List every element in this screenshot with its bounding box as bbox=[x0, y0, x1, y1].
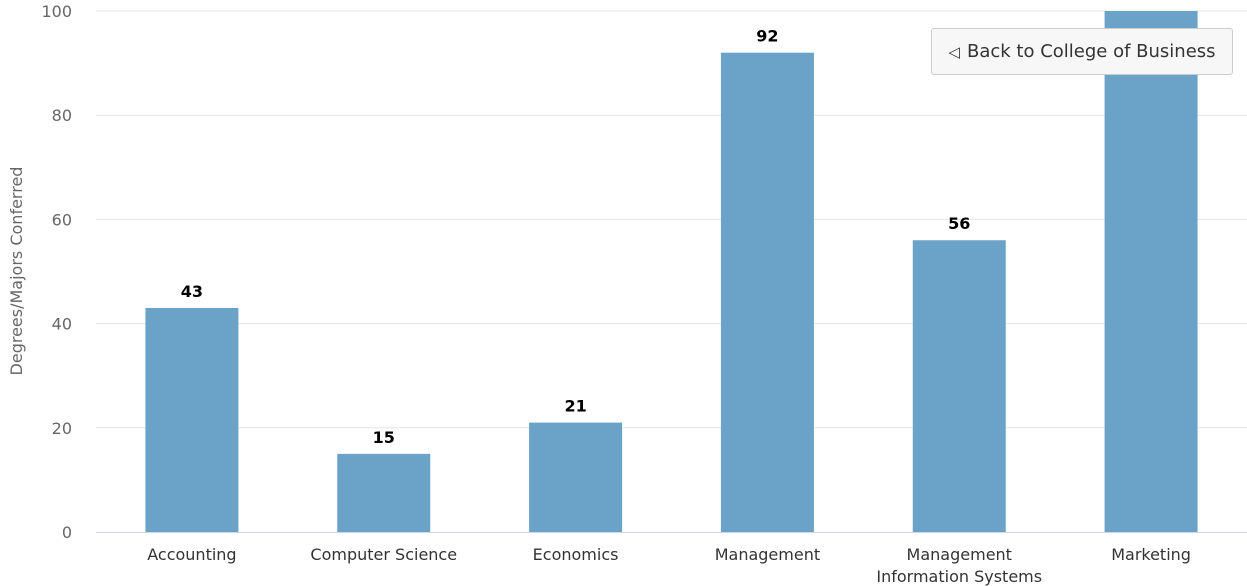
data-label: 43 bbox=[181, 282, 203, 301]
y-tick-label: 20 bbox=[52, 419, 72, 438]
y-tick-label: 100 bbox=[41, 2, 72, 21]
bar[interactable] bbox=[337, 453, 431, 532]
y-tick-label: 0 bbox=[62, 523, 72, 542]
x-tick-label: Accounting bbox=[147, 545, 236, 564]
back-button-label: Back to College of Business bbox=[967, 41, 1216, 62]
gridlines bbox=[96, 10, 1247, 429]
y-tick-label: 60 bbox=[52, 210, 72, 229]
bar[interactable] bbox=[145, 307, 239, 532]
y-tick-label: 40 bbox=[52, 315, 72, 334]
bar[interactable] bbox=[529, 422, 623, 532]
triangle-left-icon: ◁ bbox=[948, 42, 960, 61]
back-to-college-button[interactable]: ◁ Back to College of Business bbox=[931, 28, 1233, 75]
x-tick-label: Economics bbox=[533, 545, 619, 564]
bar[interactable] bbox=[720, 52, 814, 533]
bar[interactable] bbox=[912, 240, 1006, 533]
data-label: 92 bbox=[756, 27, 778, 46]
bars bbox=[145, 11, 1198, 533]
y-axis-title: Degrees/Majors Conferred bbox=[7, 167, 26, 376]
x-tick-label: Management bbox=[715, 545, 820, 564]
data-label: 15 bbox=[373, 428, 395, 447]
bar[interactable] bbox=[1104, 11, 1198, 532]
data-label: 56 bbox=[948, 214, 970, 233]
x-axis-labels: Accounting Computer Science Economics Manag… bbox=[147, 545, 1191, 586]
data-label: 21 bbox=[564, 397, 586, 416]
y-tick-label: 80 bbox=[52, 106, 72, 125]
x-tick-label: Marketing bbox=[1111, 545, 1191, 564]
x-tick-label: Computer Science bbox=[310, 545, 457, 564]
data-labels: 43 15 21 92 56 bbox=[181, 27, 971, 447]
y-axis-ticks: 0 20 40 60 80 100 bbox=[41, 2, 72, 542]
x-tick-label: Management Information Systems bbox=[876, 545, 1042, 586]
